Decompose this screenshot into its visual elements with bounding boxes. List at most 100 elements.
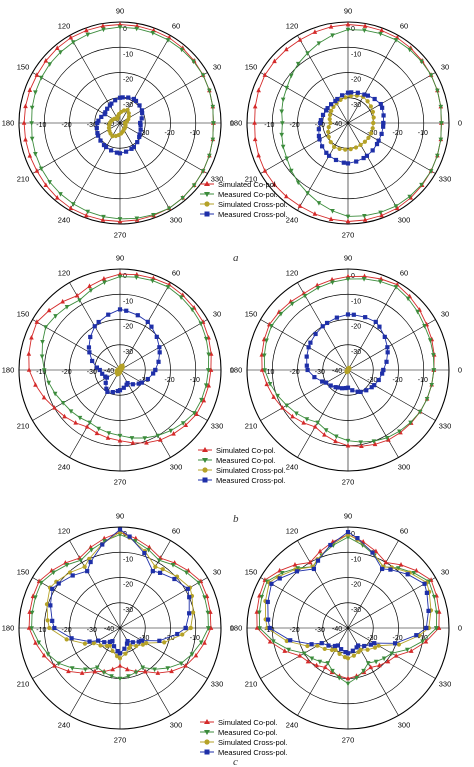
data-point-meas-co <box>146 547 151 553</box>
data-point-meas-cross <box>381 124 386 129</box>
data-point-meas-cross <box>138 120 143 126</box>
data-point-sim-co <box>272 181 277 187</box>
angle-tick-label: 330 <box>211 175 224 184</box>
data-point-meas-co <box>152 667 157 673</box>
data-point-meas-co <box>325 661 331 666</box>
angle-tick-label: 150 <box>245 568 258 577</box>
data-point-sim-co <box>125 666 130 672</box>
grid-spoke <box>297 627 349 716</box>
data-point-sim-co <box>43 57 49 63</box>
radial-tick-label: -10 <box>264 369 274 376</box>
grid-spoke <box>119 540 171 629</box>
data-point-meas-co <box>101 27 106 33</box>
data-point-meas-cross <box>156 359 161 364</box>
data-point-meas-cross <box>69 636 74 641</box>
data-point-sim-cross <box>153 564 158 569</box>
angle-tick-label: 270 <box>342 231 355 240</box>
data-point-meas-cross <box>325 106 330 111</box>
data-point-sim-co <box>436 609 442 614</box>
data-point-meas-cross <box>157 350 162 355</box>
data-point-sim-cross <box>315 643 320 648</box>
data-point-meas-co <box>165 285 171 290</box>
data-point-meas-cross <box>96 118 101 123</box>
data-point-meas-cross <box>345 385 351 390</box>
radial-tick-label: -10 <box>190 635 200 642</box>
data-point-meas-cross <box>96 638 101 643</box>
data-point-sim-co <box>52 405 57 410</box>
radial-tick-label: -30 <box>351 349 361 356</box>
data-point-meas-co <box>206 626 211 631</box>
data-point-meas-cross <box>369 385 374 390</box>
radial-tick-label: -30 <box>351 607 361 614</box>
data-point-meas-cross <box>381 120 386 126</box>
data-point-sim-co <box>301 420 306 425</box>
data-point-sim-co <box>322 432 327 437</box>
data-point-sim-co <box>84 424 90 429</box>
data-point-sim-cross <box>110 134 115 139</box>
data-point-meas-cross <box>339 386 345 391</box>
data-point-sim-co <box>284 193 289 199</box>
data-point-sim-co <box>33 382 38 387</box>
radial-tick-label: -10 <box>351 51 361 58</box>
data-point-sim-cross <box>343 95 348 100</box>
radial-tick-label: -20 <box>290 122 300 129</box>
data-point-meas-cross <box>320 379 325 384</box>
data-point-meas-cross <box>136 639 141 644</box>
data-point-sim-cross <box>396 642 402 647</box>
radial-tick-label: -10 <box>123 51 133 58</box>
data-point-meas-cross <box>426 608 431 613</box>
data-point-sim-cross <box>117 367 123 373</box>
data-point-sim-co <box>305 658 311 664</box>
data-point-meas-cross <box>48 603 53 608</box>
data-point-sim-cross <box>328 140 333 145</box>
data-point-meas-co <box>429 382 435 388</box>
legend-entry-sim-cross: Simulated Cross-pol. <box>200 738 288 747</box>
data-point-meas-co <box>33 595 38 600</box>
data-point-meas-cross <box>374 141 380 147</box>
grid-spoke <box>69 369 121 458</box>
data-point-meas-co <box>70 202 76 207</box>
data-point-meas-co <box>257 626 262 631</box>
radial-tick-label: 0 <box>123 26 127 33</box>
data-point-meas-cross <box>345 529 351 535</box>
data-point-meas-co <box>150 278 155 284</box>
radial-tick-label: -20 <box>123 77 133 84</box>
data-point-meas-cross <box>120 95 125 100</box>
angle-tick-label: 150 <box>245 63 258 72</box>
data-point-meas-co <box>295 566 300 571</box>
data-point-sim-cross <box>305 643 310 649</box>
data-point-meas-cross <box>358 389 363 394</box>
angle-tick-label: 60 <box>400 22 408 31</box>
data-point-meas-co <box>46 380 52 386</box>
data-point-meas-cross <box>333 157 339 163</box>
data-point-meas-cross <box>363 315 368 320</box>
data-point-meas-cross <box>102 640 107 645</box>
data-point-meas-co <box>210 137 216 143</box>
data-point-meas-cross <box>130 382 135 387</box>
data-point-meas-co <box>284 156 290 162</box>
data-point-sim-co <box>385 658 391 664</box>
data-point-sim-co <box>201 397 207 403</box>
data-point-sim-cross <box>140 642 145 647</box>
data-point-meas-cross <box>364 153 370 158</box>
data-point-meas-cross <box>117 651 123 656</box>
data-point-meas-co <box>315 285 321 291</box>
data-point-meas-cross <box>50 586 55 591</box>
radial-tick-label: -30 <box>123 102 133 109</box>
angle-tick-label: 120 <box>58 269 71 278</box>
data-point-meas-co <box>279 109 284 115</box>
angle-tick-label: 120 <box>286 22 299 31</box>
data-point-sim-cross <box>345 656 351 661</box>
data-point-meas-co <box>29 626 34 631</box>
radial-tick-label: -10 <box>123 298 133 305</box>
data-point-sim-cross <box>322 646 327 652</box>
data-point-meas-co <box>267 381 273 387</box>
data-point-meas-cross <box>355 389 360 394</box>
data-point-meas-cross <box>123 149 129 154</box>
data-point-meas-co <box>405 296 411 302</box>
data-point-meas-cross <box>136 381 141 386</box>
grid-spoke <box>32 122 121 174</box>
data-point-meas-co <box>284 85 290 91</box>
data-point-sim-cross <box>362 139 367 144</box>
